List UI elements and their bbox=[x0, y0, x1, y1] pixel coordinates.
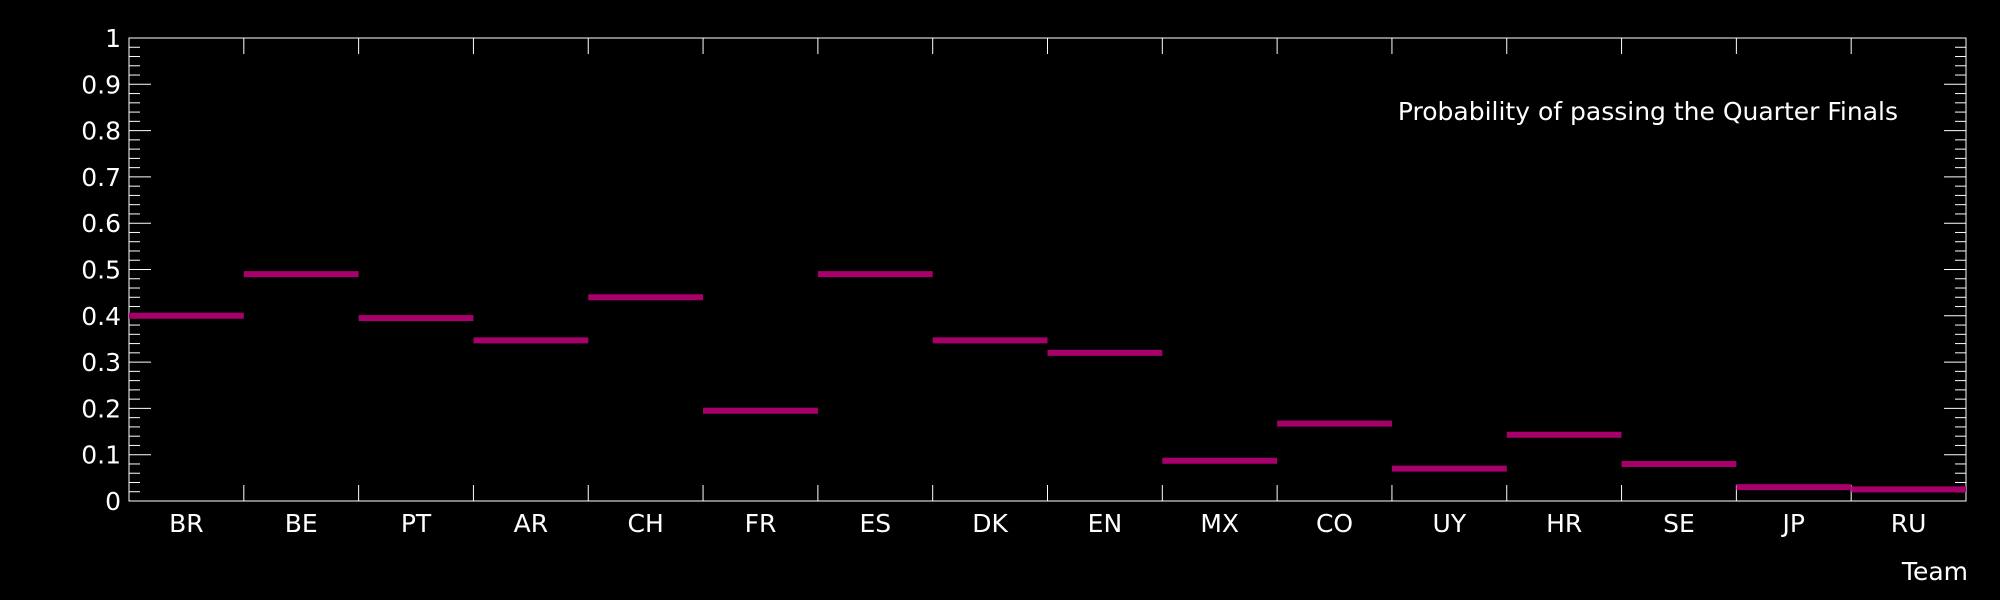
x-axis-ticks: BR BE PT AR CH FR ES DK EN MX CO UY HR SE JP RU bbox=[169, 38, 1926, 538]
x-tick-label: SE bbox=[1663, 509, 1695, 538]
y-tick-label: 0.7 bbox=[81, 163, 121, 192]
x-tick-label: PT bbox=[401, 509, 432, 538]
y-tick-label: 0 bbox=[105, 487, 121, 516]
x-axis-label: Team bbox=[1901, 557, 1968, 586]
y-tick-label: 1 bbox=[105, 24, 121, 53]
data-series bbox=[129, 271, 1966, 493]
y-tick-label: 0.3 bbox=[81, 348, 121, 377]
y-tick-label: 0.9 bbox=[81, 70, 121, 99]
y-tick-label: 0.5 bbox=[81, 256, 121, 285]
chart-title: Probability of passing the Quarter Final… bbox=[1398, 97, 1898, 126]
x-tick-label: BE bbox=[285, 509, 318, 538]
y-tick-label: 0.6 bbox=[81, 209, 121, 238]
x-tick-label: BR bbox=[169, 509, 204, 538]
x-tick-label: CO bbox=[1316, 509, 1353, 538]
y-tick-label: 0.1 bbox=[81, 441, 121, 470]
y-axis-ticks: 0 0.1 0.2 0.3 0.4 0.5 0.6 0.7 0.8 0.9 1 bbox=[81, 24, 1966, 516]
y-tick-label: 0.2 bbox=[81, 394, 121, 423]
x-tick-label: HR bbox=[1546, 509, 1582, 538]
x-tick-label: FR bbox=[745, 509, 777, 538]
x-tick-label: DK bbox=[972, 509, 1008, 538]
x-tick-label: MX bbox=[1200, 509, 1239, 538]
x-tick-label: CH bbox=[628, 509, 664, 538]
x-tick-label: RU bbox=[1891, 509, 1927, 538]
y-tick-label: 0.8 bbox=[81, 117, 121, 146]
x-tick-label: ES bbox=[859, 509, 891, 538]
x-tick-label: EN bbox=[1088, 509, 1123, 538]
x-tick-label: UY bbox=[1433, 509, 1467, 538]
y-tick-label: 0.4 bbox=[81, 302, 121, 331]
x-tick-label: AR bbox=[514, 509, 548, 538]
x-tick-label: JP bbox=[1781, 509, 1805, 538]
